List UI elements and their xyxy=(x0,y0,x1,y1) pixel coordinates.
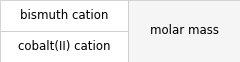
Text: molar mass: molar mass xyxy=(150,24,219,38)
Bar xyxy=(0,0,128,31)
Bar xyxy=(128,0,240,62)
Bar xyxy=(0,31,128,62)
Text: bismuth cation: bismuth cation xyxy=(20,9,108,22)
Text: cobalt(II) cation: cobalt(II) cation xyxy=(18,40,110,53)
